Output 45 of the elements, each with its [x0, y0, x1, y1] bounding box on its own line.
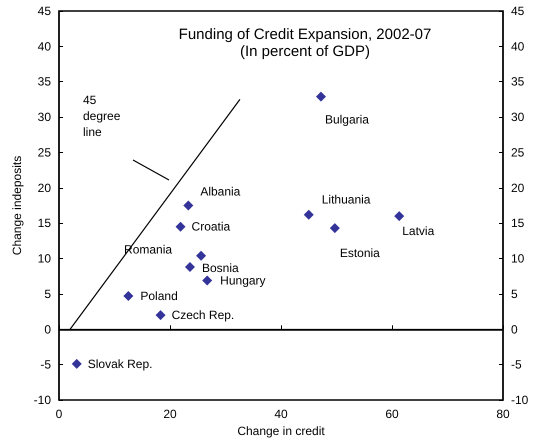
annotation: Bosnia — [202, 261, 239, 276]
y2-tick-label: -5 — [511, 358, 522, 372]
x-axis-title: Change in credit — [237, 424, 326, 438]
y2-tick-label: 35 — [511, 74, 525, 89]
y-tick-label: 40 — [38, 39, 52, 54]
y2-tick-label: 20 — [511, 180, 525, 195]
y2-tick-label: 5 — [511, 286, 518, 301]
y-tick-label: -10 — [34, 393, 52, 407]
y-tick-label: 15 — [38, 216, 52, 230]
text: Funding of Credit Expansion, 2002-07 — [178, 26, 432, 43]
annotation: Croatia — [192, 220, 231, 234]
annotation: Latvia — [402, 224, 435, 238]
y-axis-title: Change indeposits — [10, 156, 24, 256]
y2-tick-label: 15 — [511, 216, 525, 230]
y-tick-label: 5 — [44, 286, 52, 301]
annotation: Hungary — [220, 273, 266, 288]
y2-tick-label: 30 — [511, 110, 525, 124]
x-tick-label: 20 — [163, 407, 177, 421]
x-tick-label: 40 — [274, 407, 288, 421]
annotation: 45 degree line — [83, 93, 124, 139]
annotation: Poland — [140, 289, 178, 304]
annotation: Estonia — [340, 246, 380, 260]
y2-tick-label: 45 — [511, 4, 525, 18]
annotation: Bulgaria — [324, 112, 370, 127]
y-tick-label: 25 — [38, 145, 52, 160]
y2-tick-label: -10 — [511, 393, 529, 407]
y2-tick-label: 10 — [511, 252, 525, 266]
y2-tick-label: 25 — [511, 145, 525, 160]
y-tick-label: 45 — [38, 4, 52, 18]
annotation: Czech Rep. — [172, 308, 234, 322]
y-tick-label: 20 — [38, 180, 52, 195]
y2-tick-label: 0 — [511, 322, 518, 336]
y-tick-label: 10 — [38, 252, 52, 266]
x-tick-label: 80 — [496, 407, 510, 421]
y-tick-label: 35 — [38, 74, 52, 89]
annotation: Slovak Rep. — [88, 356, 152, 371]
x-tick-label: 0 — [56, 407, 63, 421]
y-tick-label: -5 — [40, 358, 52, 372]
y2-tick-label: 40 — [511, 39, 525, 54]
y-tick-label: 0 — [44, 322, 52, 336]
x-tick-label: 60 — [385, 407, 399, 421]
annotation: Albania — [200, 184, 241, 198]
y-tick-label: 30 — [38, 110, 52, 124]
text: (In percent of GDP) — [240, 43, 370, 60]
annotation: Lithuania — [322, 192, 371, 207]
